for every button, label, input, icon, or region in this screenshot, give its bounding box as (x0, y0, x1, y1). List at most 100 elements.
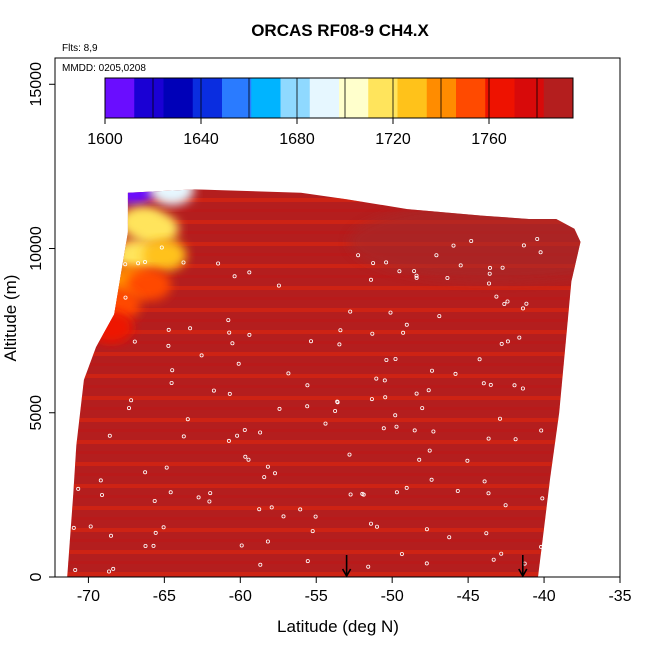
sample-point (451, 243, 456, 248)
colorbar-swatch (134, 78, 164, 118)
sample-point (540, 496, 545, 501)
sample-point (281, 514, 286, 519)
sample-point (207, 499, 212, 504)
sample-point (404, 485, 409, 490)
sample-point (348, 309, 353, 314)
sample-point (151, 543, 156, 548)
sample-point (143, 470, 148, 475)
sample-point (486, 491, 491, 496)
colorbar-tick-label: 1640 (183, 131, 219, 148)
sample-point (420, 406, 425, 411)
sample-point (424, 527, 429, 532)
sample-point (394, 424, 399, 429)
sample-point (524, 301, 529, 306)
sample-point (487, 271, 492, 276)
colorbar: 1600 1640 1680 1720 1760 (87, 77, 574, 148)
sample-point (188, 326, 193, 331)
sample-point (539, 544, 544, 549)
colorbar-swatch (222, 78, 252, 118)
sample-point (503, 503, 508, 508)
plume-patch (89, 311, 134, 344)
sample-point (257, 507, 262, 512)
y-axis: 0 5000 10000 15000 (28, 62, 55, 581)
sample-point (335, 400, 340, 405)
sample-point (393, 356, 398, 361)
sample-point (414, 275, 419, 280)
sample-point (535, 236, 540, 241)
sample-point (211, 388, 216, 393)
sample-point (414, 391, 419, 396)
sample-point (505, 339, 510, 344)
sample-point (265, 464, 270, 469)
sample-point (482, 479, 487, 484)
colorbar-tick-label: 1720 (375, 131, 411, 148)
colorbar-swatch (280, 78, 311, 118)
x-axis: -70 -65 -60 -55 -50 -45 -40 -35 (77, 577, 632, 605)
sample-point (196, 495, 201, 500)
latitude-marker-arrow (341, 555, 352, 578)
y-tick-label: 15000 (28, 62, 45, 107)
sample-point (98, 478, 103, 483)
sample-point (371, 261, 376, 266)
sample-point (305, 559, 310, 564)
sample-point (412, 269, 417, 274)
sample-point (427, 448, 432, 453)
sample-point (370, 331, 375, 336)
sample-point (181, 260, 186, 265)
sample-point (106, 311, 111, 316)
sample-point (338, 328, 343, 333)
sample-point (361, 492, 366, 497)
x-tick-label: -60 (229, 588, 252, 605)
plume-patch (111, 189, 156, 206)
colorbar-tick-label: 1600 (87, 131, 123, 148)
sample-point (337, 342, 342, 347)
sample-points (71, 236, 545, 574)
sample-point (123, 295, 128, 300)
sample-point (277, 406, 282, 411)
sample-point (417, 457, 422, 462)
sample-point (368, 277, 373, 282)
sample-point (431, 429, 436, 434)
field-layer (67, 189, 581, 577)
sample-point (394, 490, 399, 495)
sample-point (520, 386, 525, 391)
sample-point (397, 269, 402, 274)
sample-point (216, 261, 221, 266)
sample-point (384, 260, 389, 265)
sample-point (374, 524, 379, 529)
x-tick-label: -65 (153, 588, 176, 605)
sample-point (323, 421, 328, 426)
flights-label: Flts: 8,9 (62, 43, 98, 54)
sample-point (153, 530, 158, 535)
plume-patch (149, 189, 194, 206)
sample-point (136, 261, 141, 266)
sample-point (152, 498, 157, 503)
sample-point (388, 310, 393, 315)
sample-point (226, 318, 231, 323)
sample-point (497, 416, 502, 421)
sample-point (491, 557, 496, 562)
sample-point (374, 376, 379, 381)
sample-point (437, 314, 442, 319)
sample-point (313, 514, 318, 519)
sample-point (505, 299, 510, 304)
sample-point (383, 395, 388, 400)
x-tick-label: -50 (381, 588, 404, 605)
sample-point (369, 397, 374, 402)
sample-point (356, 253, 361, 258)
x-tick-label: -40 (532, 588, 555, 605)
sample-point (262, 475, 267, 480)
sample-point (348, 492, 353, 497)
sample-point (142, 259, 147, 264)
sample-point (347, 452, 352, 457)
sample-point (305, 383, 310, 388)
sample-point (502, 301, 507, 306)
y-tick-label: 10000 (28, 226, 45, 271)
colorbar-swatch (426, 78, 457, 118)
sample-point (169, 380, 174, 385)
x-tick-label: -70 (77, 588, 100, 605)
sample-point (521, 306, 526, 311)
sample-point (484, 531, 489, 536)
sample-point (455, 488, 460, 493)
colorbar-swatch (163, 78, 194, 118)
